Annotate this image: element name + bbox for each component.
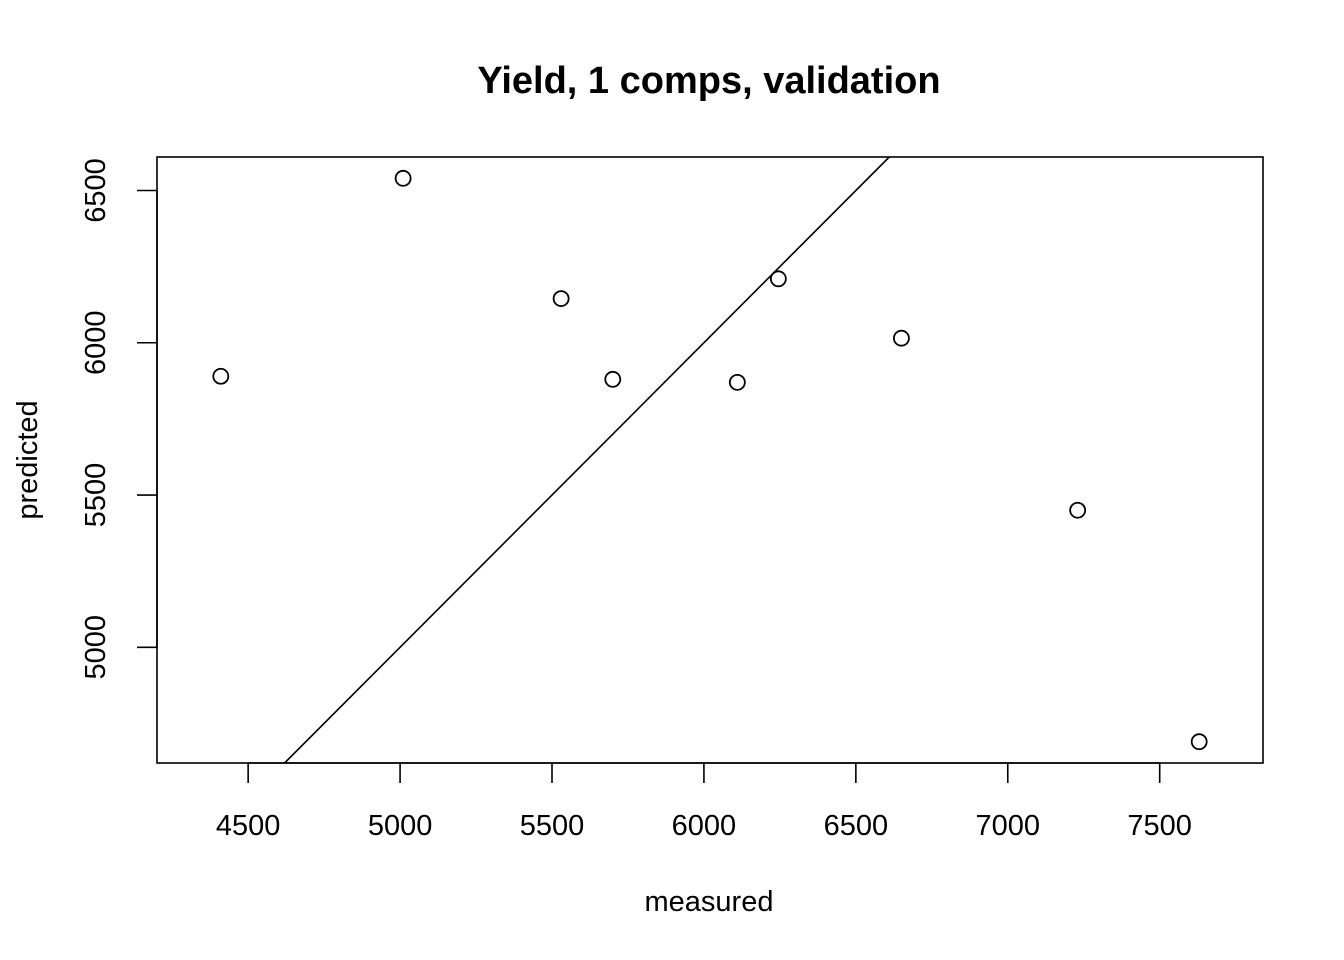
x-tick-label: 4500	[216, 810, 281, 842]
y-tick-label: 5000	[80, 615, 112, 680]
data-point	[1069, 501, 1087, 519]
x-tick-label: 7500	[1127, 810, 1192, 842]
x-tick-label: 5500	[520, 810, 585, 842]
x-tick-label: 5000	[368, 810, 433, 842]
y-axis-ticks: 5000 5500 6000 6500	[80, 158, 157, 680]
data-point	[212, 367, 230, 385]
x-tick-label: 6500	[824, 810, 889, 842]
x-tick-label: 7000	[976, 810, 1041, 842]
y-tick-label: 6500	[80, 158, 112, 223]
x-axis-label: measured	[645, 886, 774, 918]
data-point	[394, 169, 412, 187]
x-axis-ticks: 4500 5000 5500 6000 6500 7000 7500	[216, 763, 1192, 842]
data-point	[728, 373, 746, 391]
x-tick-label: 6000	[672, 810, 737, 842]
data-point	[552, 290, 570, 308]
identity-reference-line	[284, 156, 890, 764]
plot-area	[156, 156, 1264, 764]
data-point	[893, 329, 910, 347]
plot-frame	[156, 156, 1264, 764]
y-axis-label: predicted	[12, 400, 44, 519]
data-points	[212, 169, 1208, 751]
data-point	[769, 270, 787, 288]
x-axis: 4500 5000 5500 6000 6500 7000 7500	[216, 762, 1192, 842]
y-tick-label: 6000	[80, 311, 112, 376]
data-point	[604, 370, 622, 388]
chart-title: Yield, 1 comps, validation	[477, 60, 940, 102]
y-tick-label: 5500	[80, 463, 112, 528]
data-point	[1190, 733, 1208, 751]
y-axis: 5000 5500 6000 6500	[80, 158, 158, 680]
